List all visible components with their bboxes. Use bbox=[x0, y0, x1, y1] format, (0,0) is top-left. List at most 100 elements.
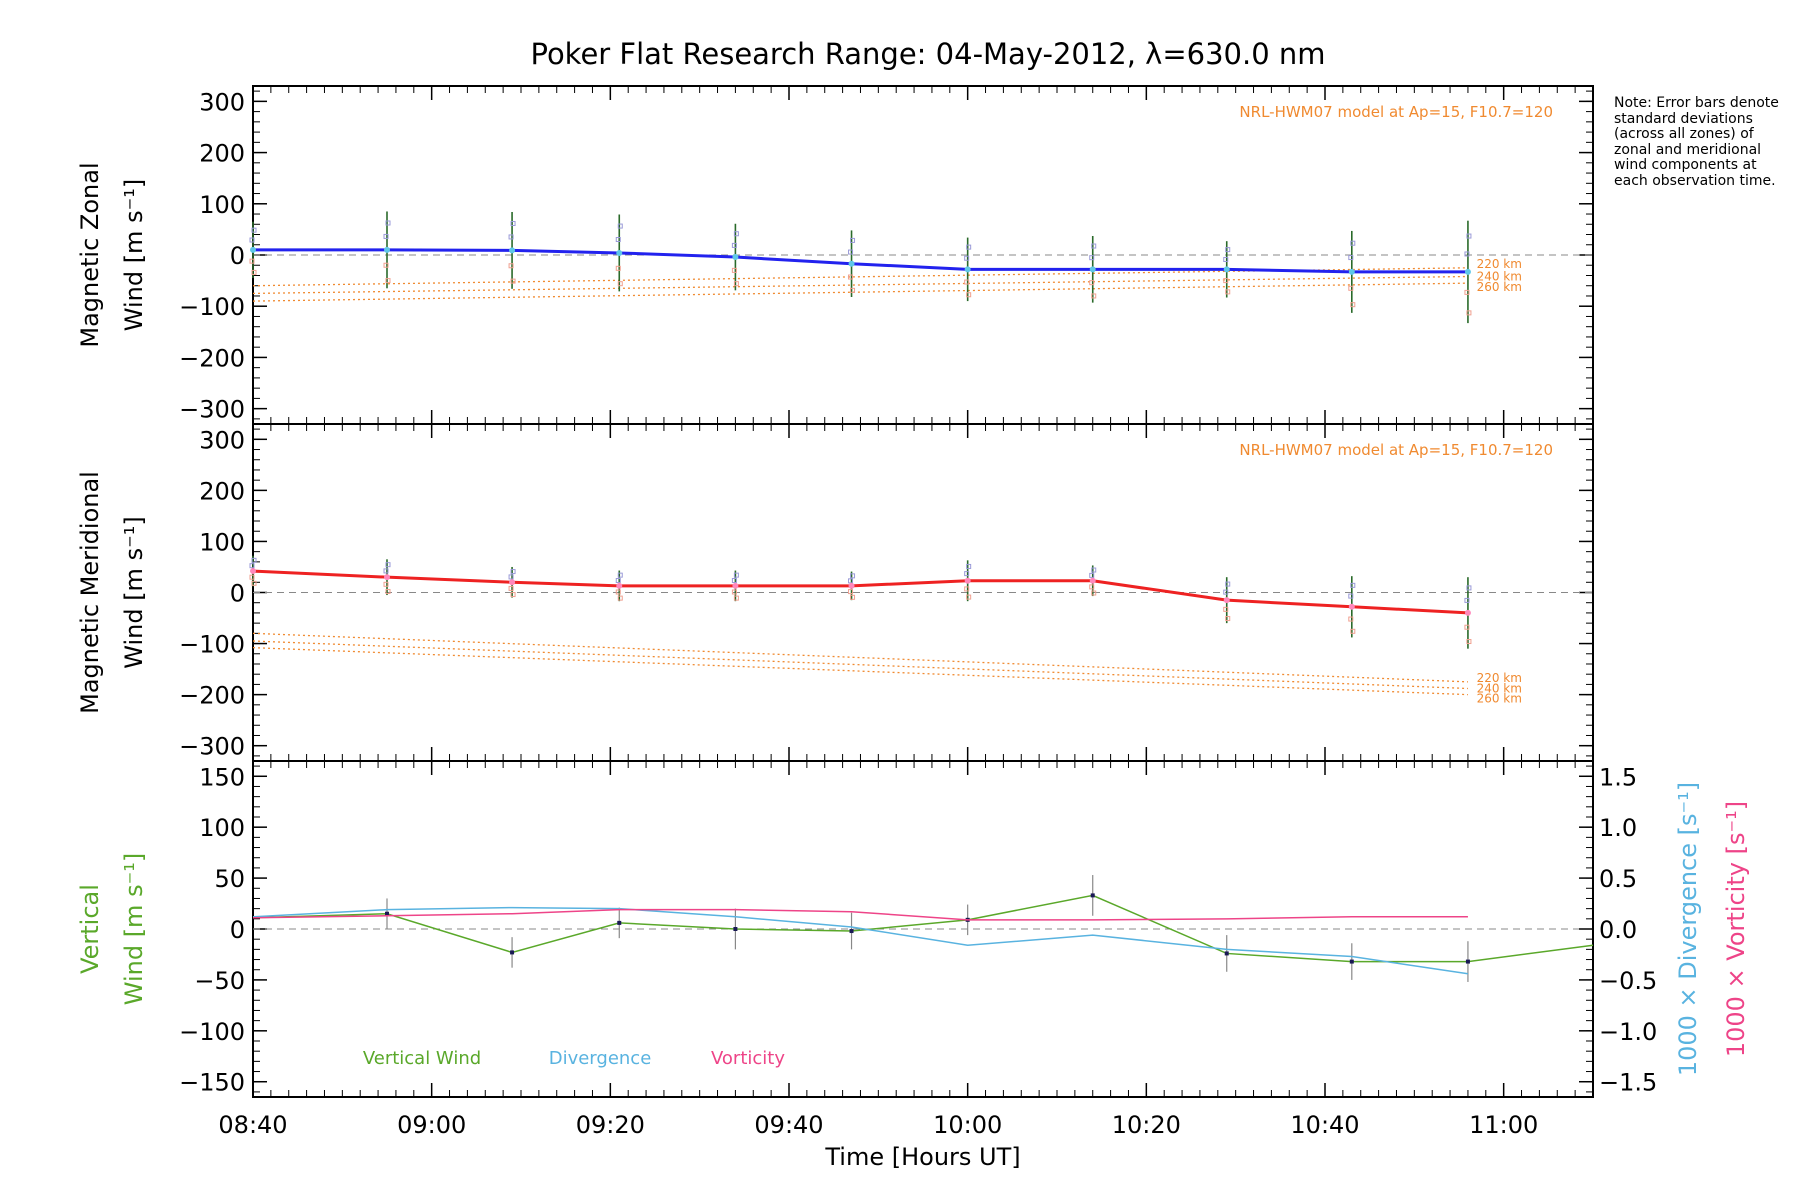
y2-axis-label-divergence: 1000 × Divergence [s⁻¹] bbox=[1674, 782, 1702, 1076]
data-point bbox=[1465, 959, 1470, 964]
zone-marker bbox=[850, 237, 856, 243]
zone-marker bbox=[733, 595, 739, 601]
zone-marker bbox=[1223, 606, 1229, 612]
x-tick-label: 09:20 bbox=[576, 1111, 645, 1139]
x-tick-label: 09:40 bbox=[754, 1111, 823, 1139]
zone-marker bbox=[964, 586, 970, 592]
y-axis-label-line1: Vertical bbox=[76, 884, 104, 974]
y-tick-label: −100 bbox=[179, 631, 245, 659]
data-point bbox=[384, 574, 390, 581]
zone-marker bbox=[1223, 256, 1229, 262]
data-point bbox=[1348, 268, 1355, 275]
zone-marker bbox=[1466, 639, 1472, 645]
y-tick-label: 100 bbox=[199, 528, 245, 556]
zone-marker bbox=[848, 274, 854, 280]
series-line-meridional bbox=[252, 569, 1469, 615]
legend-vertical-wind: Vertical Wind bbox=[363, 1048, 481, 1069]
zone-marker bbox=[1089, 280, 1095, 286]
y-axis-label-line2: Wind [m s⁻¹] bbox=[120, 853, 148, 1005]
data-point bbox=[385, 911, 389, 916]
x-axis-label: Time [Hours UT] bbox=[824, 1143, 1020, 1171]
zone-marker bbox=[850, 594, 856, 600]
panel-frame bbox=[252, 85, 1594, 425]
y-tick-label: 150 bbox=[199, 763, 245, 791]
zone-marker bbox=[383, 233, 389, 239]
zone-marker bbox=[966, 292, 972, 298]
y-tick-label: 0 bbox=[230, 916, 245, 944]
x-tick-label: 09:00 bbox=[397, 1111, 466, 1139]
zone-marker bbox=[251, 557, 257, 563]
data-point bbox=[1464, 609, 1471, 616]
data-point bbox=[616, 249, 623, 256]
zone-marker bbox=[733, 572, 739, 578]
model-label: NRL-HWM07 model at Ap=15, F10.7=120 bbox=[1239, 103, 1553, 121]
zone-marker bbox=[733, 281, 739, 287]
data-point bbox=[1089, 266, 1096, 273]
zone-marker bbox=[1348, 593, 1354, 599]
series-line-vorticity bbox=[252, 908, 1468, 921]
model-line-label: 240 km bbox=[1477, 270, 1522, 284]
data-point bbox=[1089, 577, 1096, 584]
data-point bbox=[617, 920, 622, 925]
zone-marker bbox=[383, 581, 389, 587]
zone-marker bbox=[1464, 597, 1470, 603]
zone-marker bbox=[510, 221, 516, 227]
zone-marker bbox=[1464, 289, 1470, 295]
zone-marker bbox=[850, 573, 856, 579]
zone-marker bbox=[617, 281, 623, 287]
zone-marker bbox=[385, 562, 391, 568]
y-tick-label: −200 bbox=[179, 344, 245, 372]
y-tick-label: −150 bbox=[179, 1069, 245, 1097]
x-tick-label: 11:00 bbox=[1469, 1111, 1538, 1139]
data-point bbox=[510, 950, 515, 955]
zone-marker bbox=[1089, 572, 1095, 578]
zone-marker bbox=[731, 242, 737, 248]
chart-title: Poker Flat Research Range: 04-May-2012, … bbox=[530, 37, 1325, 71]
zone-marker bbox=[964, 255, 970, 261]
y-tick-label: 300 bbox=[199, 88, 245, 116]
x-tick-label: 10:00 bbox=[933, 1111, 1002, 1139]
zone-marker bbox=[249, 574, 255, 580]
zone-marker bbox=[731, 267, 737, 273]
y2-tick-label: −1.5 bbox=[1599, 1069, 1657, 1097]
y-tick-label: −300 bbox=[179, 733, 245, 761]
zone-marker bbox=[1089, 255, 1095, 261]
y2-tick-label: −1.0 bbox=[1599, 1018, 1657, 1046]
zone-marker bbox=[1091, 243, 1097, 249]
y2-tick-label: 1.5 bbox=[1599, 763, 1637, 791]
data-point bbox=[732, 254, 739, 261]
zone-marker bbox=[385, 588, 391, 594]
zone-marker bbox=[733, 231, 739, 237]
zone-marker bbox=[1225, 289, 1231, 295]
y2-axis-label-vorticity: 1000 × Vorticity [s⁻¹] bbox=[1722, 801, 1750, 1057]
y-tick-label: 300 bbox=[199, 426, 245, 454]
zone-marker bbox=[617, 223, 623, 229]
zone-marker bbox=[964, 571, 970, 577]
zone-marker bbox=[1223, 278, 1229, 284]
legend-vorticity: Vorticity bbox=[711, 1048, 785, 1069]
zone-marker bbox=[1350, 302, 1356, 308]
zone-marker bbox=[731, 578, 737, 584]
zone-marker bbox=[1223, 589, 1229, 595]
panel-meridional: −300 −200 −100 0 100 200 300 Magnetic Meridiona… bbox=[76, 423, 1594, 762]
zone-marker bbox=[966, 563, 972, 569]
zone-marker bbox=[1350, 240, 1356, 246]
y2-tick-label: 0.5 bbox=[1599, 865, 1637, 893]
y-axis-label-line1: Magnetic Zonal bbox=[76, 162, 104, 347]
zone-marker bbox=[1225, 581, 1231, 587]
zone-marker bbox=[1466, 233, 1472, 239]
data-point bbox=[733, 927, 738, 931]
zone-marker bbox=[508, 263, 514, 269]
zone-marker bbox=[249, 237, 255, 243]
panel-frame bbox=[252, 423, 1594, 762]
data-point bbox=[250, 568, 256, 575]
data-point bbox=[848, 260, 855, 267]
y-tick-label: −200 bbox=[179, 682, 245, 710]
zone-marker bbox=[385, 220, 391, 226]
data-point bbox=[1223, 597, 1230, 604]
data-point bbox=[509, 579, 516, 586]
zone-marker bbox=[508, 585, 514, 591]
model-line-label: 220 km bbox=[1477, 257, 1522, 271]
zone-marker bbox=[510, 569, 516, 575]
series-line-vertical-wind bbox=[252, 894, 1594, 963]
